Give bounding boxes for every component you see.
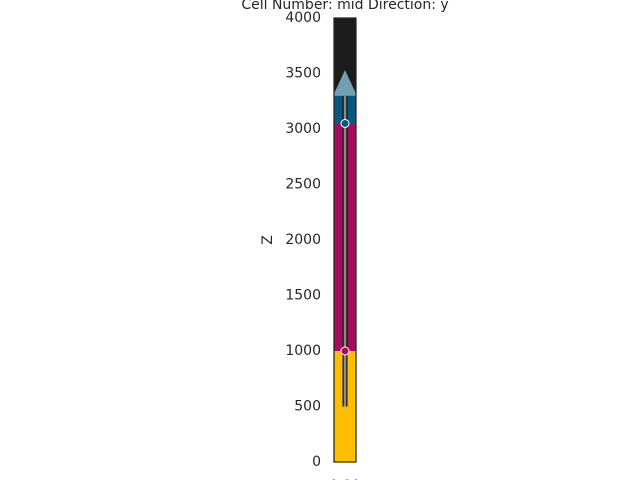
y-tick-label: 0 [312,454,321,470]
y-tick-label: 1500 [285,288,321,304]
chart-title: Cell Number: mid Direction: y [241,0,448,13]
x-tick-label: 0.00 [329,478,360,480]
y-axis-label: Z [260,235,276,245]
y-tick-label: 3000 [285,121,321,137]
y-tick-label: 1000 [285,343,321,359]
y-tick-label: 500 [294,399,321,415]
y-tick-label: 3500 [285,66,321,82]
marker [340,118,350,128]
axes-frame [333,17,357,463]
arrow-head [333,70,357,96]
y-tick-label: 2000 [285,232,321,248]
marker [340,346,350,356]
layer [334,18,356,96]
y-tick-label: 2500 [285,177,321,193]
y-tick-label: 4000 [285,10,321,26]
